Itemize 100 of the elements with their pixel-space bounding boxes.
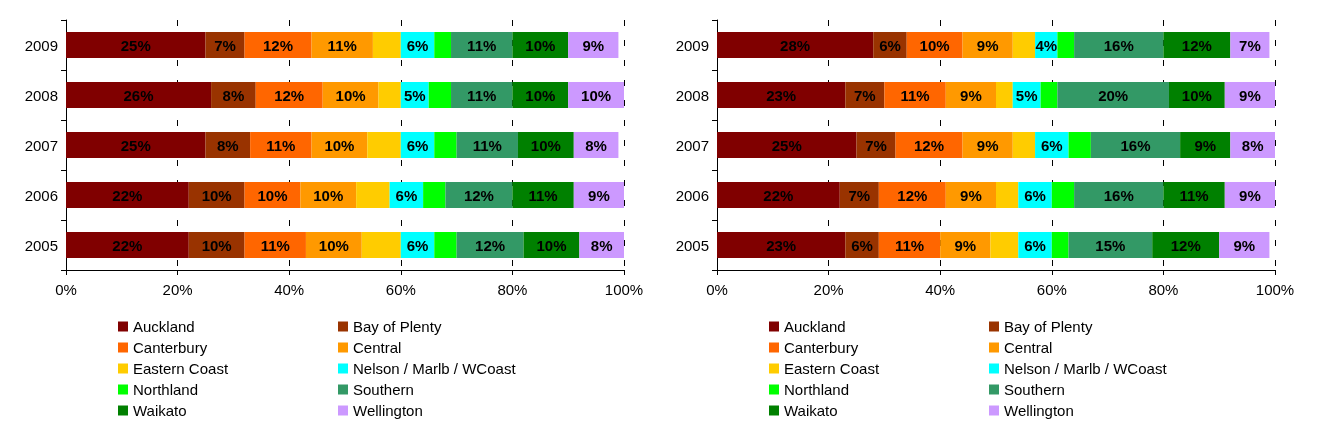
data-label: 23% bbox=[766, 86, 797, 104]
x-tick-label: 80% bbox=[497, 281, 528, 298]
bar bbox=[434, 32, 452, 58]
bar bbox=[1012, 132, 1036, 158]
data-label: 25% bbox=[771, 136, 802, 154]
x-tick-label: 100% bbox=[604, 281, 644, 298]
data-label: 11% bbox=[1179, 186, 1209, 204]
y-tick-label: 2008 bbox=[675, 86, 709, 104]
data-label: 25% bbox=[120, 36, 151, 54]
data-label: 7% bbox=[1239, 36, 1261, 54]
legend-label: Canterbury bbox=[784, 339, 859, 356]
data-label: 16% bbox=[1103, 186, 1134, 204]
bar bbox=[717, 132, 857, 158]
legend-label: Northland bbox=[784, 381, 850, 398]
bar bbox=[1068, 232, 1153, 258]
bar bbox=[434, 132, 457, 158]
data-label: 11% bbox=[266, 136, 296, 154]
data-label: 11% bbox=[894, 236, 925, 254]
bar bbox=[1068, 132, 1091, 158]
bar bbox=[434, 232, 457, 258]
data-label: 6% bbox=[406, 36, 429, 54]
data-label: 7% bbox=[854, 86, 876, 104]
data-label: 6% bbox=[851, 236, 873, 254]
data-label: 9% bbox=[960, 186, 982, 204]
data-label: 11% bbox=[260, 236, 290, 254]
data-label: 9% bbox=[1239, 86, 1261, 104]
data-label: 5% bbox=[403, 86, 426, 104]
legend-label: Eastern Coast bbox=[133, 360, 229, 377]
data-label: 8% bbox=[216, 136, 239, 154]
legend-label: Nelson / Marlb / WCoast bbox=[1004, 360, 1168, 377]
y-tick-label: 2005 bbox=[675, 236, 709, 254]
bar bbox=[1090, 132, 1181, 158]
bar bbox=[66, 232, 189, 258]
bar bbox=[1057, 82, 1169, 108]
data-label: 10% bbox=[201, 186, 232, 204]
data-label: 23% bbox=[766, 236, 797, 254]
data-label: 8% bbox=[590, 236, 613, 254]
legend-label: Central bbox=[353, 339, 402, 356]
data-label: 10% bbox=[536, 236, 567, 254]
data-label: 12% bbox=[463, 186, 494, 204]
legend-label: Wellington bbox=[1004, 402, 1074, 419]
data-label: 9% bbox=[1239, 186, 1261, 204]
legend-label: Canterbury bbox=[133, 339, 208, 356]
bar bbox=[356, 182, 390, 208]
data-label: 22% bbox=[763, 186, 794, 204]
data-label: 7% bbox=[214, 36, 236, 54]
legend-label: Nelson / Marlb / WCoast bbox=[353, 360, 517, 377]
legend-label: Auckland bbox=[784, 318, 846, 335]
data-label: 10% bbox=[324, 136, 355, 154]
bar bbox=[66, 82, 212, 108]
data-label: 10% bbox=[201, 236, 232, 254]
bar bbox=[1012, 32, 1036, 58]
bar bbox=[1074, 32, 1164, 58]
data-label: 22% bbox=[112, 236, 143, 254]
legend-label: Eastern Coast bbox=[784, 360, 880, 377]
data-label: 9% bbox=[954, 236, 977, 254]
legend-label: Waikato bbox=[784, 402, 838, 419]
data-label: 6% bbox=[879, 36, 901, 54]
legend-label: Auckland bbox=[133, 318, 195, 335]
bar bbox=[428, 82, 452, 108]
x-tick-label: 40% bbox=[925, 281, 956, 298]
data-label: 12% bbox=[897, 186, 928, 204]
data-label: 16% bbox=[1103, 36, 1134, 54]
data-label: 5% bbox=[1015, 86, 1038, 104]
bar bbox=[66, 182, 189, 208]
x-tick-label: 100% bbox=[1255, 281, 1295, 298]
data-label: 12% bbox=[1181, 36, 1212, 54]
data-label: 26% bbox=[123, 86, 154, 104]
legend-label: Southern bbox=[353, 381, 414, 398]
bar bbox=[996, 82, 1013, 108]
y-tick-label: 2009 bbox=[24, 36, 58, 54]
data-label: 10% bbox=[581, 86, 612, 104]
x-tick-label: 60% bbox=[385, 281, 416, 298]
data-label: 10% bbox=[530, 136, 561, 154]
bar bbox=[1051, 232, 1069, 258]
y-tick-label: 2006 bbox=[675, 186, 709, 204]
legend-label: Bay of Plenty bbox=[353, 318, 442, 335]
y-tick-label: 2008 bbox=[24, 86, 58, 104]
data-label: 10% bbox=[525, 86, 556, 104]
data-label: 8% bbox=[1241, 136, 1264, 154]
legend-label: Southern bbox=[1004, 381, 1065, 398]
data-label: 12% bbox=[914, 136, 945, 154]
data-label: 9% bbox=[976, 136, 999, 154]
x-tick-label: 80% bbox=[1148, 281, 1179, 298]
bar bbox=[1057, 32, 1075, 58]
bar bbox=[717, 232, 846, 258]
x-tick-label: 0% bbox=[55, 281, 77, 298]
data-label: 11% bbox=[528, 186, 558, 204]
data-label: 10% bbox=[335, 86, 366, 104]
y-tick-label: 2006 bbox=[24, 186, 58, 204]
data-label: 16% bbox=[1120, 136, 1151, 154]
data-label: 10% bbox=[318, 236, 349, 254]
bar bbox=[717, 182, 840, 208]
bar bbox=[361, 232, 401, 258]
data-label: 7% bbox=[848, 186, 871, 204]
bar bbox=[717, 32, 874, 58]
bar bbox=[990, 232, 1019, 258]
data-label: 12% bbox=[263, 36, 294, 54]
x-tick-label: 0% bbox=[706, 281, 728, 298]
legend-label: Northland bbox=[133, 381, 199, 398]
